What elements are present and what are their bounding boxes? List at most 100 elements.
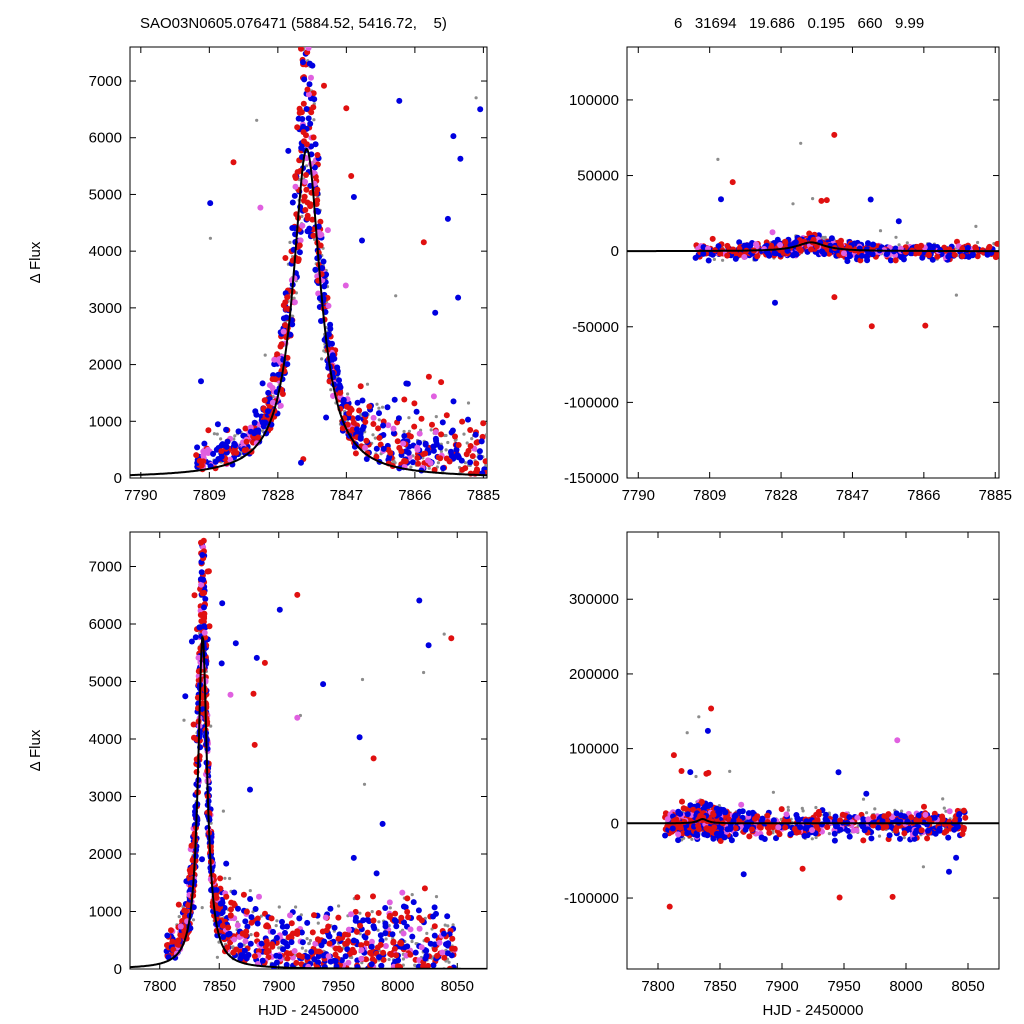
data-point <box>391 917 398 924</box>
data-point <box>841 250 847 257</box>
data-point <box>191 734 197 741</box>
data-point <box>359 237 365 244</box>
data-point <box>288 933 295 939</box>
data-point <box>327 325 334 332</box>
data-point <box>263 949 270 956</box>
data-point <box>944 809 948 813</box>
data-point <box>436 461 440 465</box>
data-point <box>976 240 980 245</box>
data-point <box>348 173 355 179</box>
data-point <box>220 934 227 940</box>
data-point <box>446 458 453 465</box>
data-point <box>314 152 321 158</box>
data-point <box>260 405 267 412</box>
data-point <box>244 923 251 930</box>
data-point <box>479 433 486 440</box>
data-point <box>401 957 405 961</box>
data-point <box>445 940 452 947</box>
data-point <box>453 438 457 442</box>
data-point <box>208 236 212 240</box>
data-point <box>332 958 339 965</box>
data-point <box>218 453 225 460</box>
data-point <box>312 940 319 947</box>
data-point <box>257 204 264 211</box>
data-point <box>174 938 181 945</box>
data-point <box>407 926 414 933</box>
data-point <box>868 323 875 330</box>
data-point <box>434 415 438 419</box>
data-point <box>298 929 305 936</box>
data-point <box>835 769 842 776</box>
data-point <box>297 237 304 244</box>
data-point <box>213 446 220 453</box>
data-point <box>217 875 224 882</box>
data-point <box>300 946 304 950</box>
data-point <box>304 212 311 219</box>
data-point <box>994 240 999 247</box>
data-point <box>329 388 333 392</box>
data-point <box>247 896 254 902</box>
data-point <box>678 768 685 774</box>
data-point <box>431 904 438 911</box>
data-point <box>918 242 925 249</box>
data-point <box>736 239 743 246</box>
data-point <box>204 568 211 575</box>
data-point <box>822 811 829 818</box>
data-point <box>951 251 958 258</box>
data-point <box>444 448 448 452</box>
data-point <box>314 936 321 943</box>
data-point <box>319 265 326 271</box>
data-point <box>198 581 205 588</box>
data-point <box>859 252 865 259</box>
data-point <box>277 905 281 909</box>
data-point <box>280 328 287 335</box>
data-point <box>168 927 174 934</box>
data-point <box>728 769 732 774</box>
data-point <box>455 294 462 301</box>
data-point <box>364 929 371 936</box>
x-tick-label: 7790 <box>124 487 157 504</box>
data-point <box>306 31 312 37</box>
data-point <box>376 410 382 417</box>
data-point <box>287 912 293 919</box>
data-point <box>413 963 417 967</box>
data-point <box>232 640 239 647</box>
data-point <box>863 253 870 260</box>
data-point <box>431 923 438 930</box>
data-point <box>305 937 309 941</box>
data-point <box>271 356 278 363</box>
data-point <box>221 809 225 813</box>
data-point <box>377 441 384 448</box>
data-point <box>429 421 435 428</box>
data-point <box>370 755 377 762</box>
data-point <box>190 721 197 728</box>
data-point <box>407 416 411 420</box>
data-point <box>409 933 416 940</box>
data-point <box>414 444 421 451</box>
data-point <box>305 115 312 122</box>
data-point <box>411 423 418 430</box>
data-point <box>421 885 428 892</box>
x-axis-label: HJD - 2450000 <box>763 1002 864 1019</box>
data-point <box>724 252 731 259</box>
data-point <box>759 815 766 822</box>
data-point <box>836 894 843 901</box>
y-tick-label: 1000 <box>89 904 122 921</box>
data-point <box>884 250 891 257</box>
x-tick-label: 7885 <box>467 487 500 504</box>
x-tick-label: 7847 <box>330 487 363 504</box>
data-point <box>959 253 966 260</box>
y-tick-label: 2000 <box>89 357 122 374</box>
data-point <box>270 928 276 935</box>
data-point <box>214 421 221 428</box>
data-point <box>718 196 724 203</box>
data-point <box>869 251 876 258</box>
data-point <box>675 837 682 844</box>
data-point <box>352 917 359 924</box>
data-point <box>294 905 298 909</box>
data-point <box>261 397 268 404</box>
data-point <box>292 183 299 190</box>
data-point <box>382 905 389 911</box>
model-curve <box>130 147 487 477</box>
